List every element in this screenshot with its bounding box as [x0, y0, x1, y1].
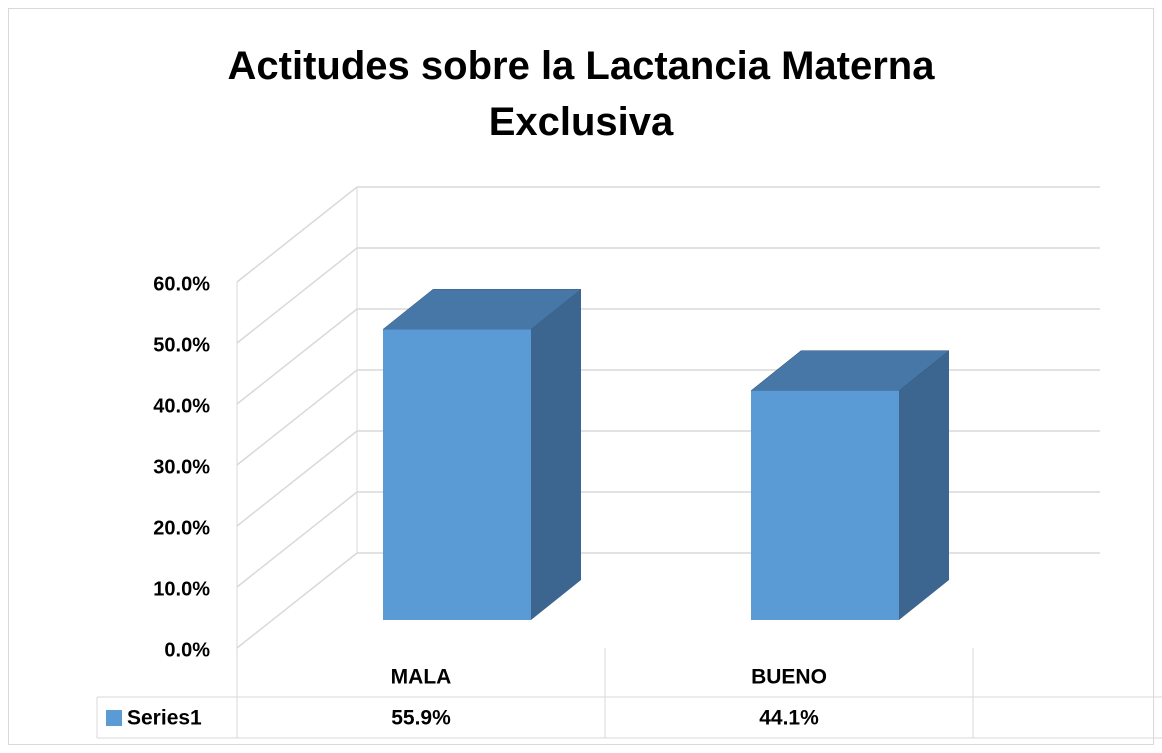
bar [382, 289, 582, 620]
chart-title: Actitudes sobre la Lactancia Materna Exc… [227, 44, 935, 144]
y-tick-label: 40.0% [153, 395, 210, 417]
x-tick-label: BUENO [751, 666, 827, 689]
grid-line [236, 552, 358, 649]
bar-front [383, 329, 531, 620]
grid-line [236, 430, 358, 527]
y-tick-label: 50.0% [153, 334, 210, 356]
data-label: 44.1% [759, 707, 819, 730]
chart-border [8, 8, 1154, 745]
grid-line [236, 247, 358, 344]
bar-front [751, 390, 899, 620]
grid-line [236, 369, 358, 466]
y-tick-label: 10.0% [153, 578, 210, 600]
legend-swatch [106, 710, 122, 726]
bar-side [899, 350, 949, 620]
y-tick-label: 30.0% [153, 456, 210, 478]
grid-line [236, 308, 358, 405]
y-tick-label: 0.0% [164, 639, 210, 661]
bar-side [531, 289, 581, 620]
grid-line [236, 491, 358, 588]
data-label: 55.9% [391, 707, 451, 730]
x-tick-label: MALA [391, 666, 452, 689]
y-tick-label: 60.0% [153, 273, 210, 295]
legend-label: Series1 [127, 707, 202, 730]
y-tick-label: 20.0% [153, 517, 210, 539]
bar [750, 350, 950, 620]
grid-line [236, 186, 358, 283]
